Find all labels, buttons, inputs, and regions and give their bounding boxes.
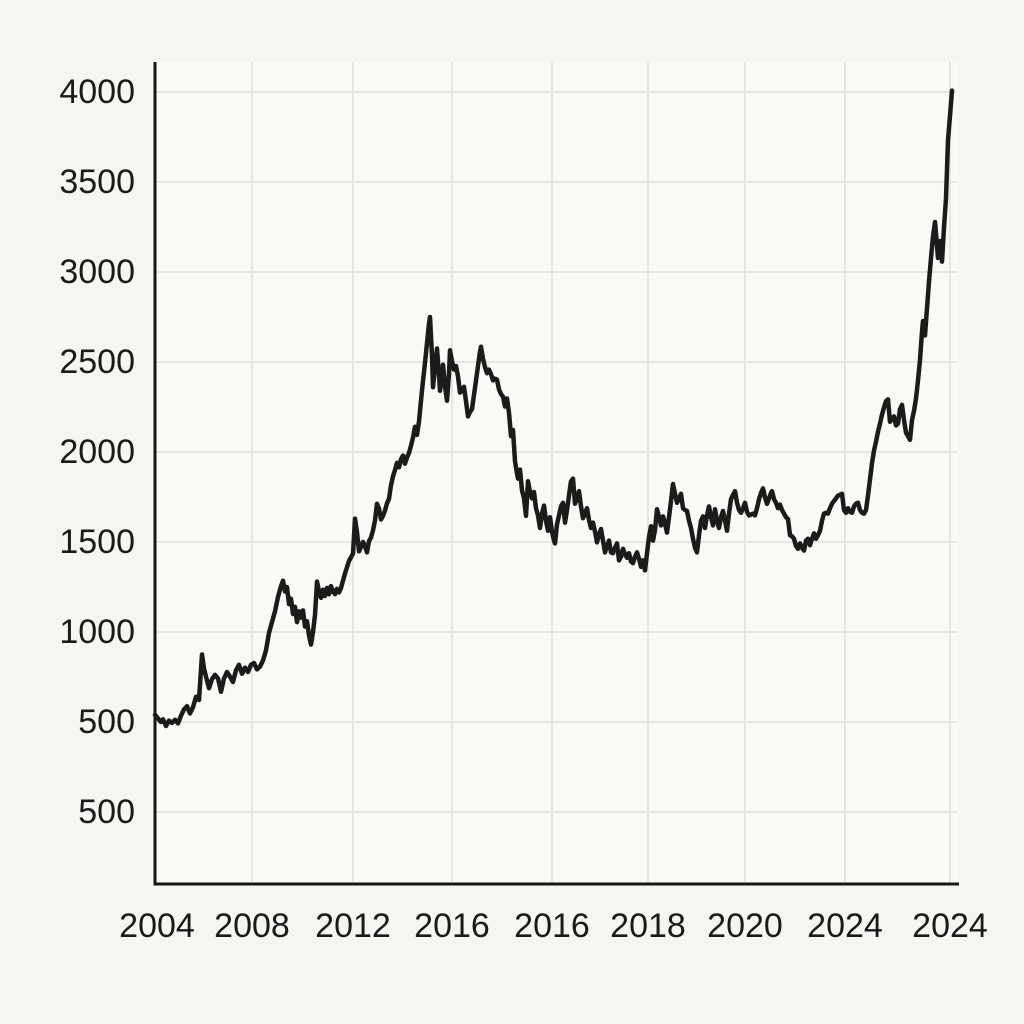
y-tick-label: 2000 [59, 433, 135, 471]
price-line-series [152, 88, 955, 729]
y-tick-label: 3000 [59, 253, 135, 291]
y-tick-label: 3500 [59, 163, 135, 201]
x-tick-label: 2018 [610, 907, 686, 945]
plot-area [155, 62, 959, 884]
y-tick-label: 1500 [59, 523, 135, 561]
x-tick-label: 2016 [414, 907, 490, 945]
x-tick-label: 2008 [214, 907, 290, 945]
x-tick-label: 2004 [119, 907, 195, 945]
y-tick-label: 2500 [59, 343, 135, 381]
y-tick-label: 500 [78, 703, 135, 741]
x-tick-label: 2024 [807, 907, 883, 945]
y-tick-label: 1000 [59, 613, 135, 651]
x-tick-label: 2012 [315, 907, 391, 945]
x-tick-label: 2016 [514, 907, 590, 945]
x-tick-label: 2020 [707, 907, 783, 945]
x-tick-label: 2024 [912, 907, 988, 945]
y-tick-label: 500 [78, 793, 135, 831]
y-tick-label: 4000 [59, 73, 135, 111]
